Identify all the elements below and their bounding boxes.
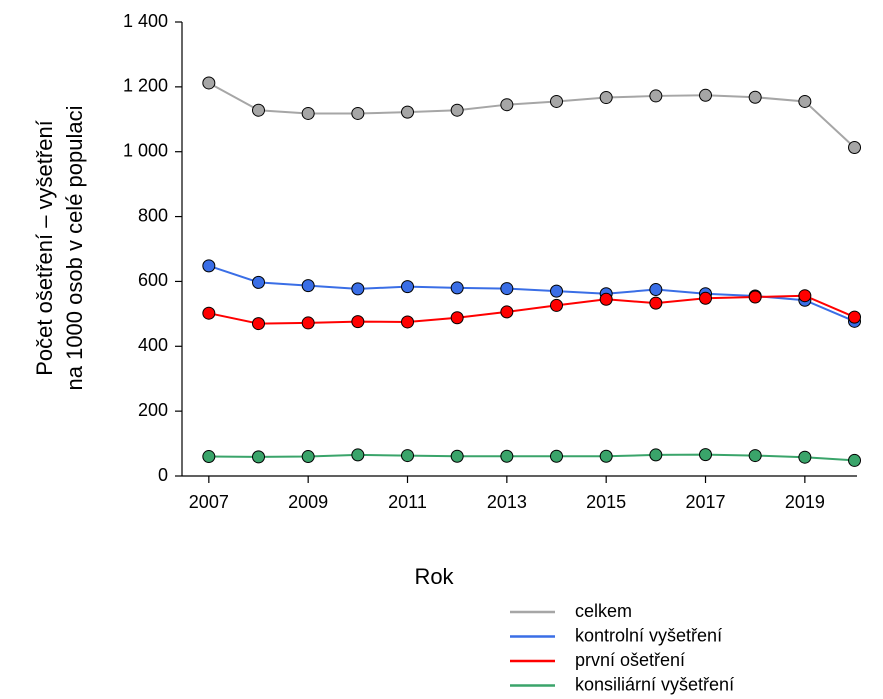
data-point <box>748 90 762 104</box>
data-point <box>649 296 663 310</box>
x-tick-label: 2017 <box>685 492 725 512</box>
y-tick-label: 200 <box>138 400 168 420</box>
data-point <box>450 103 464 117</box>
data-point <box>599 292 613 306</box>
data-point <box>301 279 315 293</box>
data-point <box>848 310 862 324</box>
data-point <box>848 453 862 467</box>
legend-label: kontrolní vyšetření <box>575 625 722 645</box>
data-point <box>699 88 713 102</box>
data-point <box>351 315 365 329</box>
series-line <box>208 294 855 325</box>
y-tick-label: 0 <box>158 465 168 485</box>
data-point <box>599 91 613 105</box>
x-tick-label: 2009 <box>288 492 328 512</box>
data-point <box>450 449 464 463</box>
y-tick-label: 600 <box>138 270 168 290</box>
data-point <box>252 275 266 289</box>
data-point <box>550 94 564 108</box>
data-point <box>252 317 266 331</box>
data-point <box>401 449 415 463</box>
y-tick-label: 1 400 <box>123 11 168 31</box>
data-point <box>798 94 812 108</box>
y-tick-label: 400 <box>138 335 168 355</box>
data-point <box>351 106 365 120</box>
data-point <box>550 284 564 298</box>
data-point <box>450 311 464 325</box>
data-point <box>748 449 762 463</box>
data-point <box>252 450 266 464</box>
data-point <box>500 305 514 319</box>
data-point <box>202 450 216 464</box>
data-point <box>649 448 663 462</box>
data-point <box>798 450 812 464</box>
x-tick-label: 2015 <box>586 492 626 512</box>
data-point <box>351 282 365 296</box>
data-point <box>450 281 464 295</box>
data-point <box>202 306 216 320</box>
data-point <box>649 283 663 297</box>
x-tick-label: 2011 <box>388 492 427 512</box>
legend-label: konsiliární vyšetření <box>575 674 734 694</box>
legend-label: celkem <box>575 601 632 621</box>
data-point <box>202 259 216 273</box>
data-point <box>699 291 713 305</box>
x-tick-label: 2007 <box>189 492 229 512</box>
data-point <box>252 103 266 117</box>
data-point <box>550 449 564 463</box>
data-point <box>848 140 862 154</box>
data-point <box>500 449 514 463</box>
legend-label: první ošetření <box>575 650 685 670</box>
data-point <box>401 315 415 329</box>
y-tick-label: 1 200 <box>123 76 168 96</box>
data-point <box>550 298 564 312</box>
y-axis-title: Počet ošetření – vyšetření <box>32 120 57 376</box>
data-point <box>401 105 415 119</box>
data-point <box>500 98 514 112</box>
x-tick-label: 2013 <box>487 492 527 512</box>
data-point <box>301 106 315 120</box>
series-line <box>208 453 855 462</box>
data-point <box>599 449 613 463</box>
data-point <box>301 316 315 330</box>
data-point <box>301 450 315 464</box>
data-point <box>202 76 216 90</box>
data-point <box>798 289 812 303</box>
y-tick-label: 800 <box>138 205 168 225</box>
y-tick-label: 1 000 <box>123 140 168 160</box>
y-axis-title: na 1000 osob v celé populaci <box>62 106 87 391</box>
series-line <box>208 264 855 323</box>
data-point <box>401 280 415 294</box>
data-point <box>351 448 365 462</box>
series-line <box>208 82 856 149</box>
x-tick-label: 2019 <box>785 492 825 512</box>
x-axis-title: Rok <box>414 564 454 589</box>
data-point <box>699 448 713 462</box>
data-point <box>500 282 514 296</box>
data-point <box>748 290 762 304</box>
data-point <box>649 89 663 103</box>
